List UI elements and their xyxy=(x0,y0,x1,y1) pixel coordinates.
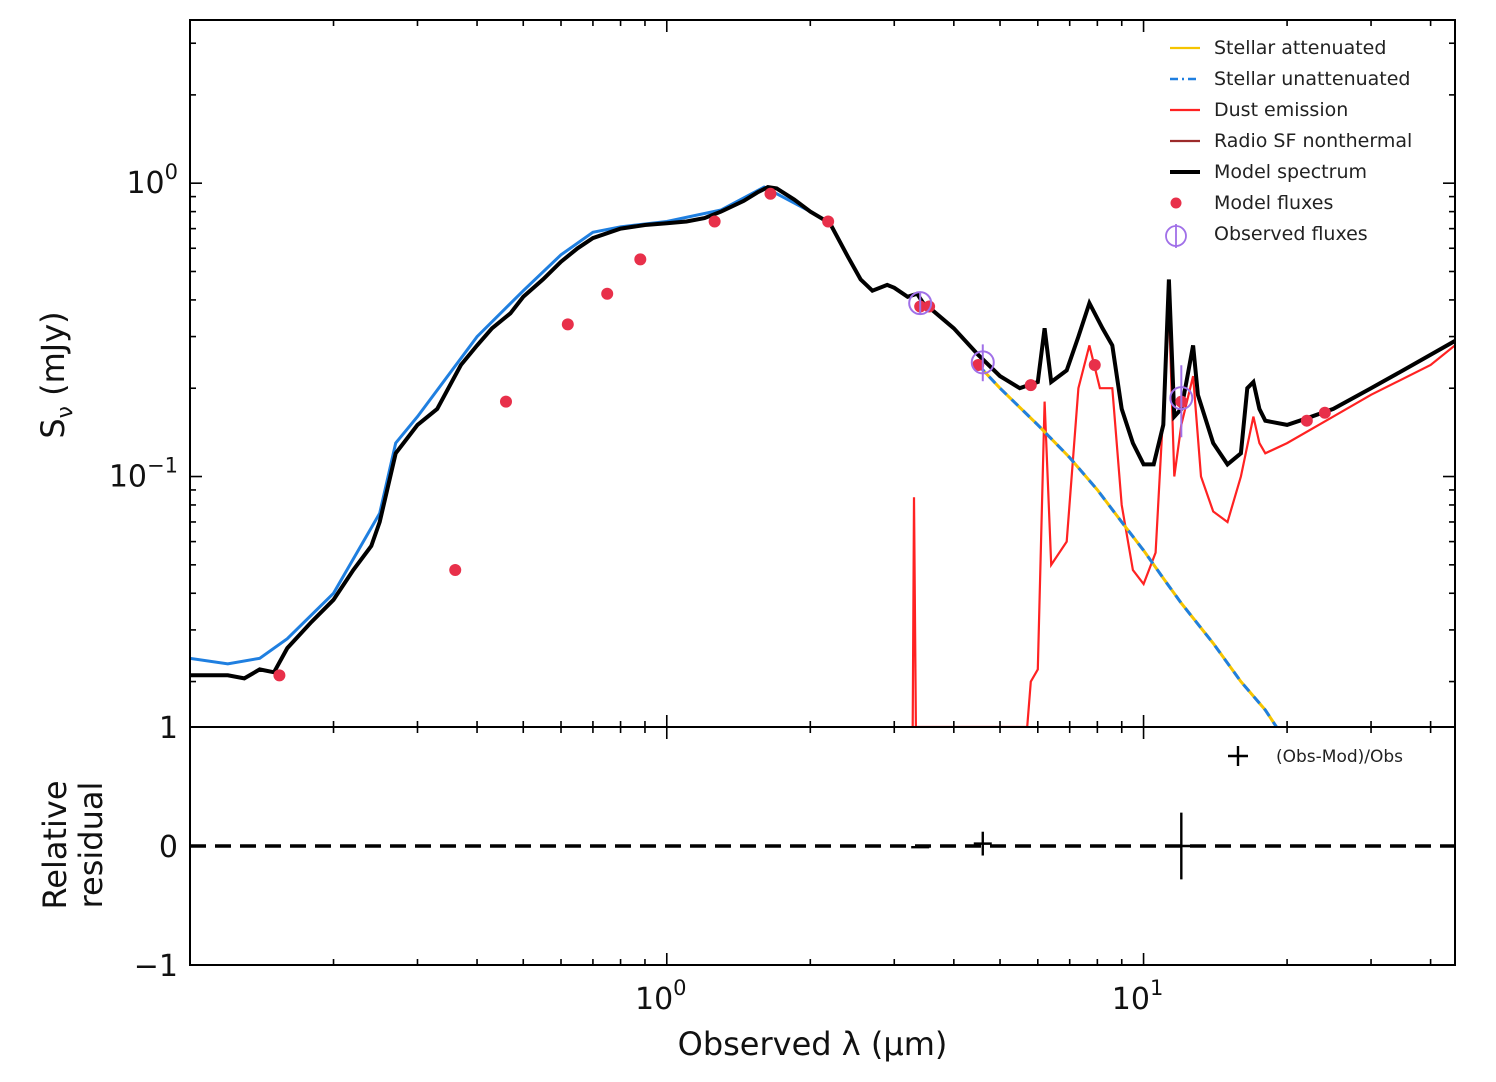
series-stellar-unattenuated-dashed xyxy=(977,363,1278,727)
model-flux-point-6 xyxy=(708,215,721,228)
bottom-ylabel-line-0: Relative xyxy=(36,780,74,909)
top-ytick-label-0: 100 xyxy=(126,160,178,201)
legend-label-2: Dust emission xyxy=(1214,99,1348,121)
model-flux-point-11 xyxy=(972,358,985,371)
legend-label-3: Radio SF nonthermal xyxy=(1214,130,1412,152)
legend-swatch-5 xyxy=(1170,197,1182,209)
legend-item-0: Stellar attenuated xyxy=(1170,37,1386,59)
bottom-ytick-label-1: 0 xyxy=(159,830,178,865)
bottom-ytick-label-2: 1 xyxy=(159,711,178,746)
legend: Stellar attenuated Stellar unattenuated Du… xyxy=(1165,37,1412,248)
model-flux-point-7 xyxy=(764,187,777,200)
xtick-label-0: 100 xyxy=(635,976,687,1017)
series-dust-emission xyxy=(911,306,1455,727)
model-flux-point-0 xyxy=(273,669,286,682)
legend-item-6: Observed fluxes xyxy=(1165,223,1368,248)
model-flux-point-3 xyxy=(561,318,574,331)
model-flux-point-15 xyxy=(1300,414,1313,427)
legend-label-6: Observed fluxes xyxy=(1214,223,1368,245)
legend-item-5: Model fluxes xyxy=(1170,192,1333,214)
xlabel: Observed λ (μm) xyxy=(678,1025,948,1063)
series-stellar-unattenuated xyxy=(190,185,831,666)
legend-label-4: Model spectrum xyxy=(1214,161,1367,183)
bottom-legend: (Obs-Mod)/Obs xyxy=(1228,746,1403,767)
bottom-legend-label: (Obs-Mod)/Obs xyxy=(1276,747,1403,767)
bottom-ylabel-line-1: residual xyxy=(72,782,110,909)
bottom-ytick-label-0: −1 xyxy=(134,949,178,984)
legend-item-4: Model spectrum xyxy=(1170,161,1367,183)
bottom-panel: −1 0 1 (Obs-Mod)/Obs 100 101 Observed λ (μm) Re… xyxy=(36,711,1456,1063)
legend-item-3: Radio SF nonthermal xyxy=(1170,130,1412,152)
model-flux-point-13 xyxy=(1088,358,1101,371)
legend-label-5: Model fluxes xyxy=(1214,192,1333,214)
legend-item-1: Stellar unattenuated xyxy=(1170,68,1411,90)
model-flux-point-5 xyxy=(634,253,647,266)
series-group xyxy=(190,185,1455,727)
xtick-label-1: 101 xyxy=(1112,976,1164,1017)
top-ylabel: Sν (mJy) xyxy=(34,311,78,438)
model-flux-point-8 xyxy=(822,215,835,228)
series-stellar-attenuated xyxy=(977,363,1278,727)
legend-item-2: Dust emission xyxy=(1170,99,1348,121)
model-flux-point-16 xyxy=(1318,406,1331,419)
model-flux-point-2 xyxy=(499,395,512,408)
model-flux-point-12 xyxy=(1024,379,1037,392)
legend-label-0: Stellar attenuated xyxy=(1214,37,1386,59)
legend-label-1: Stellar unattenuated xyxy=(1214,68,1411,90)
model-flux-point-4 xyxy=(601,287,614,300)
top-ytick-label-1: 10−1 xyxy=(109,454,178,495)
model-flux-point-1 xyxy=(449,564,462,577)
top-frame xyxy=(189,19,1456,728)
series-model-spectrum xyxy=(190,185,1455,681)
